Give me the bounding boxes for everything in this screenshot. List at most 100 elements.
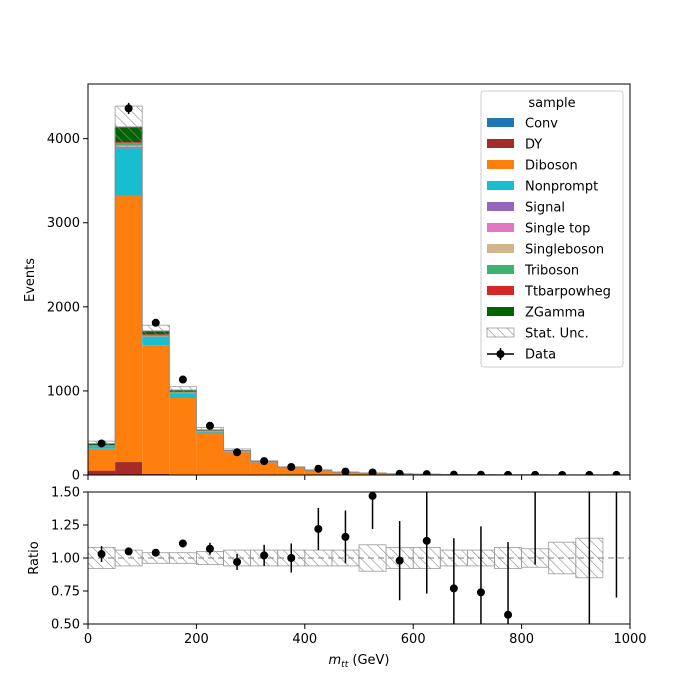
legend-frame (480, 90, 624, 368)
ratio-point-5 (233, 557, 242, 566)
bar-diboson-4 (196, 433, 224, 475)
ratio-x-tick-label-800: 800 (509, 632, 534, 647)
bar-dy-2 (142, 473, 170, 475)
legend-swatch-zgamma (487, 307, 514, 316)
data-point-9 (341, 467, 350, 475)
data-point-11 (395, 469, 404, 475)
legend-label-nonprompt: Nonprompt (525, 180, 598, 195)
legend-swatch-dy (487, 139, 514, 148)
ratio-point-9 (341, 532, 350, 541)
legend-title: sample (528, 96, 575, 111)
data-point-19 (612, 470, 621, 475)
main-y-axis-label: Events (23, 258, 38, 302)
bar-nonprompt-2 (142, 337, 170, 346)
data-point-16 (531, 470, 540, 475)
legend-swatch-data-marker (496, 350, 505, 358)
main-y-tick-label-0: 0 (72, 469, 80, 484)
data-point-8 (314, 464, 323, 473)
legend-swatch-conv (487, 118, 514, 127)
legend-swatch-triboson (487, 265, 514, 274)
ratio-point-12 (422, 536, 431, 545)
bar-dy-1 (115, 462, 143, 475)
bar-diboson-1 (115, 195, 143, 463)
ratio-y-tick-label-0.75: 0.75 (51, 585, 80, 600)
legend: sample Conv DY Diboson Nonprompt Signal Singl… (480, 90, 624, 368)
ratio-x-tick-label-200: 200 (184, 632, 209, 647)
data-point-14 (476, 470, 485, 475)
data-point-7 (287, 463, 296, 472)
ratio-point-3 (178, 539, 187, 548)
ratio-y-tick-label-0.50: 0.50 (51, 618, 80, 633)
data-point-12 (422, 470, 431, 475)
bar-diboson-7 (277, 467, 305, 475)
legend-swatch-single-top (487, 223, 514, 232)
bar-diboson-6 (250, 462, 278, 475)
bar-dy-0 (88, 470, 116, 475)
main-y-tick-label-4000: 4000 (47, 132, 80, 147)
ratio-point-14 (476, 588, 485, 597)
legend-swatch-stat-unc (486, 327, 515, 338)
bar-diboson-5 (223, 452, 251, 475)
legend-label-stat-unc: Stat. Unc. (525, 327, 589, 342)
ratio-plot-area (88, 492, 630, 624)
legend-swatch-singleboson (487, 244, 514, 253)
legend-swatch-signal (487, 202, 514, 211)
ratio-point-1 (124, 547, 133, 556)
data-point-13 (449, 470, 458, 475)
legend-swatch-nonprompt (487, 181, 514, 190)
data-point-2 (151, 318, 160, 327)
ratio-point-15 (504, 610, 513, 619)
data-point-3 (178, 375, 187, 384)
data-point-0 (97, 439, 106, 448)
data-point-4 (205, 421, 214, 430)
legend-label-singleboson: Singleboson (525, 243, 604, 258)
data-point-17 (558, 471, 567, 475)
legend-label-diboson: Diboson (525, 159, 578, 174)
legend-label-dy: DY (525, 138, 542, 153)
ratio-point-11 (395, 556, 404, 565)
main-axes-frame (87, 83, 631, 476)
legend-swatch-ttbarpowheg (487, 286, 514, 295)
main-y-tick-label-1000: 1000 (47, 384, 80, 399)
x-axis-label: mtt (GeV) (329, 653, 390, 670)
bar-signal-2 (142, 336, 170, 338)
legend-label-data: Data (525, 348, 556, 363)
ratio-y-axis-label: Ratio (27, 541, 42, 574)
ratio-x-tick-label-600: 600 (401, 632, 426, 647)
ratio-point-6 (260, 551, 269, 560)
ratio-x-tick-label-1000: 1000 (613, 632, 646, 647)
data-point-5 (233, 448, 242, 457)
ratio-point-0 (97, 550, 106, 559)
ratio-point-7 (287, 554, 296, 562)
ratio-point-8 (314, 524, 323, 533)
bar-diboson-3 (169, 397, 197, 475)
main-y-tick-label-3000: 3000 (47, 216, 80, 231)
ratio-y-tick-label-1.25: 1.25 (51, 519, 80, 534)
bar-nonprompt-1 (115, 148, 143, 196)
main-plot: 0 1000 2000 3000 4000 (47, 83, 631, 484)
legend-label-ttbarpowheg: Ttbarpowheg (524, 285, 611, 300)
legend-label-conv: Conv (525, 117, 558, 132)
ratio-point-4 (205, 544, 214, 553)
data-point-10 (368, 468, 377, 475)
legend-label-single-top: Single top (525, 222, 590, 237)
ratio-plot: 0.50 0.75 1.00 1.25 1.50 0 200 400 600 800 1000 (51, 486, 647, 648)
bar-nonprompt-4 (196, 431, 224, 434)
main-plot-area (88, 102, 630, 475)
ratio-x-tick-label-0: 0 (84, 632, 92, 647)
bar-nonprompt-0 (88, 446, 116, 449)
bar-nonprompt-3 (169, 393, 197, 398)
data-point-15 (504, 470, 513, 475)
bar-diboson-2 (142, 345, 170, 474)
ratio-y-tick-label-1.50: 1.50 (51, 486, 80, 501)
data-point-6 (260, 457, 269, 466)
legend-swatch-diboson (487, 160, 514, 169)
ratio-y-tick-label-1.00: 1.00 (51, 552, 80, 567)
ratio-point-13 (449, 584, 458, 593)
ratio-x-tick-label-400: 400 (292, 632, 317, 647)
legend-label-signal: Signal (525, 201, 565, 216)
ratio-point-2 (151, 548, 160, 557)
bar-diboson-0 (88, 448, 116, 471)
data-point-1 (124, 104, 133, 113)
